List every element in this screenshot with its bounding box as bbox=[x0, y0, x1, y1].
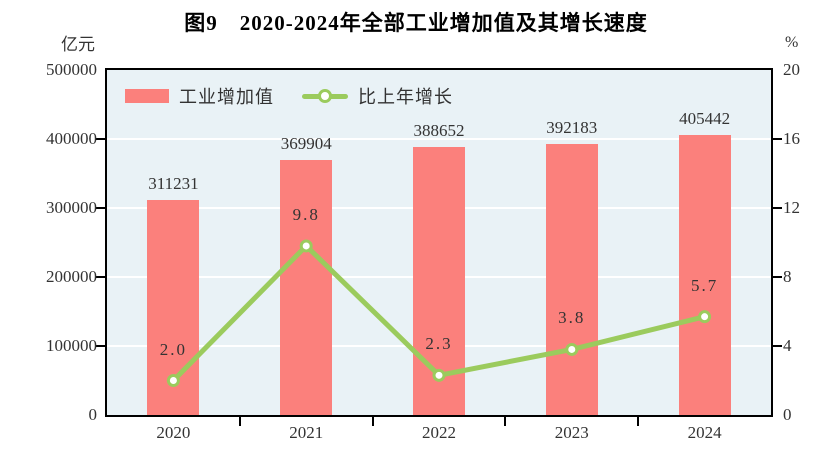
line-value-label: 2.0 bbox=[159, 339, 188, 359]
bar bbox=[678, 135, 731, 415]
growth-line bbox=[171, 242, 706, 383]
left-axis-tick-label: 500000 bbox=[46, 60, 97, 79]
bar-series-swatch-icon bbox=[125, 89, 169, 103]
left-axis-tick bbox=[96, 345, 105, 347]
x-axis-tick-label: 2020 bbox=[156, 423, 191, 442]
x-axis-tick bbox=[504, 417, 507, 426]
growth-line-layer bbox=[166, 239, 712, 387]
right-axis-tick bbox=[773, 345, 782, 347]
chart-title: 图9 2020-2024年全部工业增加值及其增长速度 bbox=[184, 11, 648, 35]
left-axis-tick bbox=[96, 207, 105, 209]
bar bbox=[545, 144, 598, 415]
x-axis-tick-label: 2021 bbox=[289, 423, 324, 442]
right-axis-tick-label: 20 bbox=[783, 60, 800, 79]
left-axis-tick-label: 200000 bbox=[46, 267, 97, 286]
right-axis-tick bbox=[773, 138, 782, 140]
legend-line-label: 比上年增长 bbox=[358, 87, 453, 107]
left-axis-tick bbox=[96, 138, 105, 140]
line-value-label: 2.3 bbox=[425, 334, 453, 354]
line-value-label: 5.7 bbox=[690, 275, 719, 295]
right-axis-tick-label: 8 bbox=[783, 267, 792, 286]
x-axis-tick bbox=[238, 417, 241, 426]
right-axis-tick-label: 16 bbox=[783, 129, 800, 148]
bar-value-label: 388652 bbox=[413, 120, 465, 140]
line-marker bbox=[299, 239, 313, 253]
left-axis-tick-label: 0 bbox=[88, 405, 98, 424]
line-marker bbox=[166, 374, 180, 387]
x-axis-tick-label: 2022 bbox=[422, 423, 456, 442]
bar-value-label: 369904 bbox=[280, 133, 332, 153]
plot-area: 工业增加值 比上年增长 311231 369904 388652 392183 4054… bbox=[105, 68, 773, 417]
right-axis-tick bbox=[773, 276, 782, 278]
right-axis-unit: % bbox=[785, 34, 799, 51]
left-axis-tick-label: 100000 bbox=[46, 336, 97, 355]
line-marker bbox=[432, 368, 446, 382]
line-marker bbox=[565, 342, 579, 356]
left-axis-tick bbox=[96, 276, 105, 278]
x-axis-tick-label: 2024 bbox=[687, 423, 722, 442]
line-series-marker-icon bbox=[302, 89, 348, 103]
right-axis-tick bbox=[773, 207, 782, 209]
bar bbox=[280, 159, 333, 415]
right-axis-tick-label: 0 bbox=[783, 405, 792, 424]
left-axis-unit: 亿元 bbox=[61, 35, 95, 54]
bar-value-label: 392183 bbox=[546, 118, 598, 138]
x-axis-tick-label: 2023 bbox=[554, 423, 589, 442]
right-axis-tick-label: 4 bbox=[783, 336, 792, 355]
right-axis-tick-label: 12 bbox=[783, 198, 800, 217]
x-axis-tick bbox=[371, 417, 374, 426]
line-value-label: 3.8 bbox=[558, 308, 586, 328]
bar-value-label: 405442 bbox=[679, 109, 731, 129]
legend-bar-label: 工业增加值 bbox=[179, 87, 274, 107]
line-marker bbox=[698, 310, 712, 324]
line-value-label: 9.8 bbox=[292, 204, 320, 224]
left-axis-tick-label: 400000 bbox=[46, 129, 97, 148]
left-axis-tick-label: 300000 bbox=[46, 198, 97, 217]
x-axis-tick bbox=[637, 417, 640, 426]
gridline bbox=[107, 138, 771, 140]
legend: 工业增加值 比上年增长 bbox=[125, 83, 453, 109]
bar-value-label: 311231 bbox=[148, 174, 199, 194]
